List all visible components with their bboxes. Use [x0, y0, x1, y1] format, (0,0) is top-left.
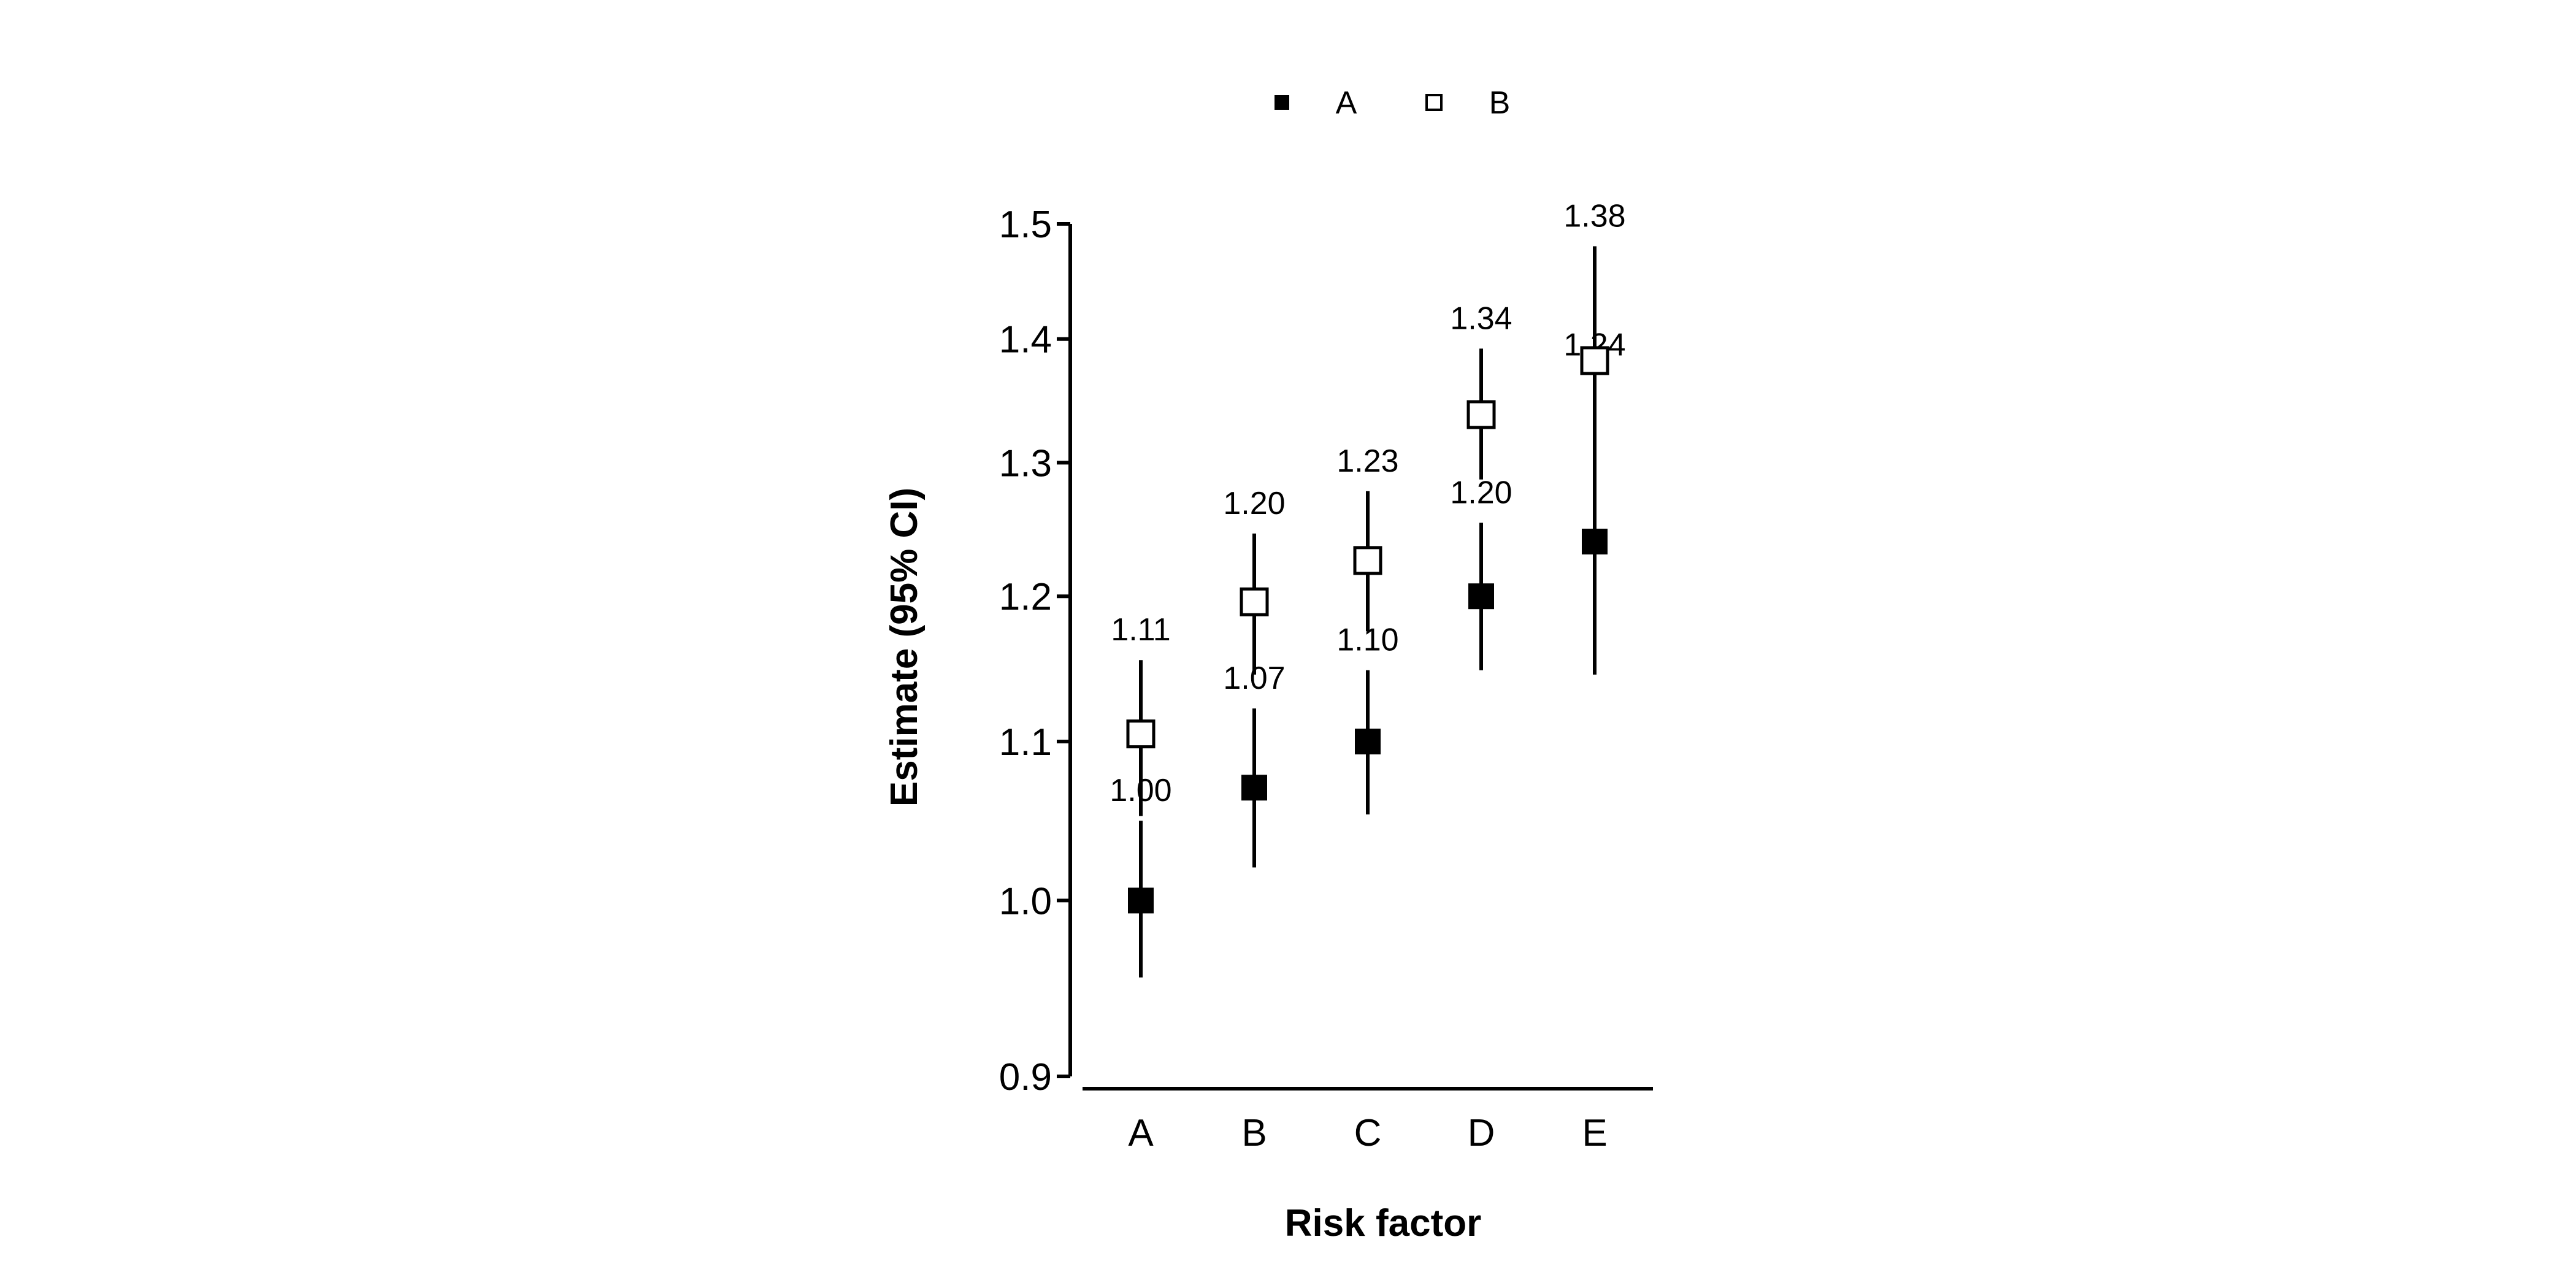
- x-axis: A B C D E: [1083, 1087, 1653, 1154]
- legend-marker: [1425, 94, 1443, 111]
- data-point: [1353, 546, 1382, 575]
- data-point: [1580, 346, 1609, 375]
- y-tick-label: 0.9: [999, 1056, 1052, 1098]
- data-point: [1466, 400, 1496, 429]
- y-tick-label: 1.2: [999, 576, 1052, 618]
- series-b: 1.11 1.20 1.23 1.34 1.38: [1111, 199, 1626, 816]
- data-label: 1.23: [1336, 443, 1398, 479]
- legend-item-b: B: [1425, 85, 1511, 121]
- series-a: 1.001.071.101.201.24: [1110, 328, 1626, 978]
- data-point: [1582, 528, 1608, 554]
- data-label: 1.11: [1111, 612, 1170, 648]
- y-tick-label: 1.5: [999, 204, 1052, 246]
- data-point: [1240, 587, 1269, 616]
- data-point: [1128, 887, 1154, 914]
- data-point: [1241, 775, 1267, 801]
- x-tick-label: C: [1354, 1112, 1382, 1154]
- data-label: 1.20: [1450, 475, 1512, 510]
- legend-label: A: [1336, 85, 1357, 121]
- legend-marker: [1275, 95, 1289, 110]
- plot-area: 1.001.071.101.201.241.11 1.20 1.23 1.34 1.38: [1110, 199, 1626, 978]
- x-axis-title: Risk factor: [1285, 1202, 1481, 1244]
- y-tick-label: 1.1: [999, 721, 1052, 764]
- legend-label: B: [1489, 85, 1511, 121]
- data-label: 1.38: [1563, 199, 1625, 234]
- data-label: 1.34: [1450, 301, 1512, 336]
- y-axis: 0.9 1.0 1.1 1.2 1.3 1.4 1.5: [999, 204, 1072, 1098]
- data-label: 1.20: [1223, 486, 1285, 521]
- x-tick-label: B: [1241, 1112, 1267, 1154]
- x-tick-label: D: [1468, 1112, 1495, 1154]
- x-tick-label: A: [1128, 1112, 1154, 1154]
- legend-item-a: A: [1275, 85, 1357, 121]
- data-point: [1468, 583, 1494, 610]
- data-point: [1355, 728, 1381, 754]
- y-tick-label: 1.0: [999, 880, 1052, 922]
- y-tick-label: 1.4: [999, 319, 1052, 361]
- data-point: [1126, 719, 1156, 749]
- x-tick-label: E: [1582, 1112, 1607, 1154]
- y-axis-title: Estimate (95% CI): [883, 488, 926, 807]
- y-tick-label: 1.3: [999, 442, 1052, 485]
